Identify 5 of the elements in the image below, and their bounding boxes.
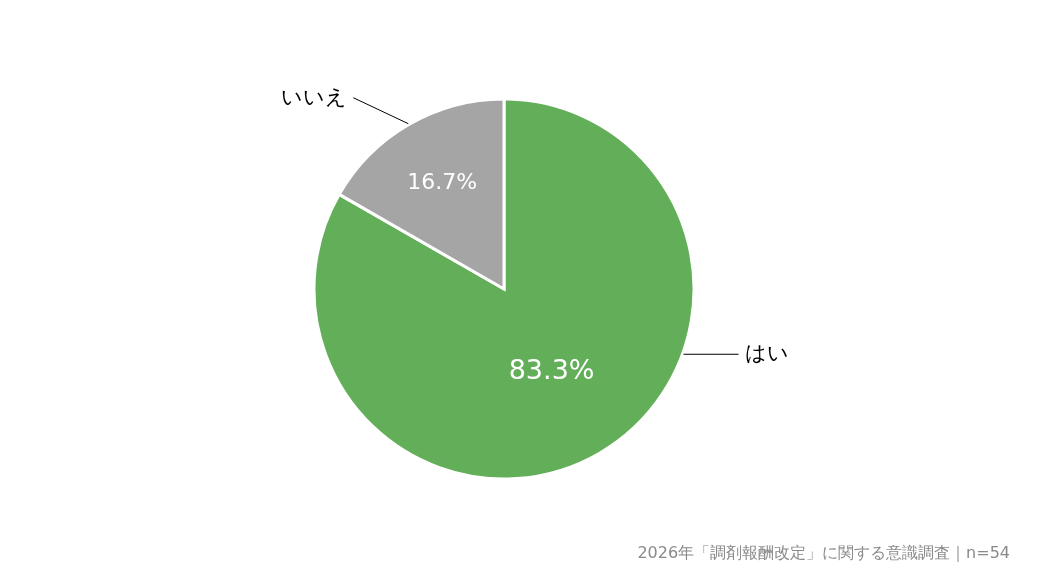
slice-label: いいえ — [281, 84, 348, 109]
data-label: 16.7% — [407, 169, 478, 195]
data-label: 83.3% — [508, 354, 595, 386]
text: 2026年「調剤報酬改定」に関する意識調査｜n=54 — [637, 543, 1010, 562]
slice-label: はい — [744, 341, 789, 366]
